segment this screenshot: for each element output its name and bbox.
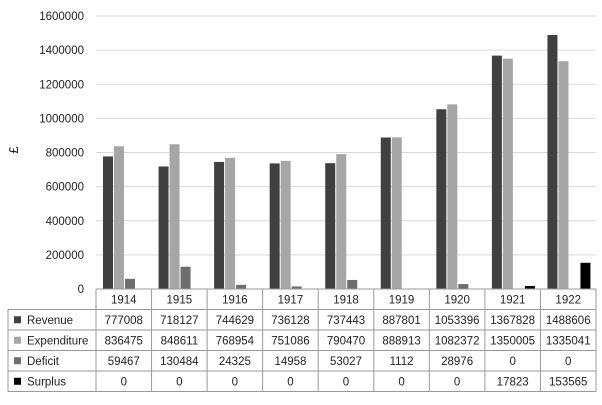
table-cell: 53027 [330,356,362,368]
table-cell: 0 [176,376,182,388]
table-cell: 1488606 [546,315,591,327]
table-cell: 153565 [549,376,587,388]
table-cell: 790470 [327,335,365,347]
table-cell: 59467 [108,356,140,368]
x-tick-label: 1915 [167,294,193,306]
x-tick-label: 1922 [555,294,581,306]
y-tick-label: 0 [78,284,84,296]
table-cell: 1367828 [490,315,535,327]
bar-deficit-1916 [236,285,246,289]
bar-expenditure-1919 [392,137,402,289]
y-tick-label: 800000 [46,148,84,160]
table-cell: 744629 [216,315,254,327]
table-cell: 0 [398,376,404,388]
table-cell: 1335041 [546,335,591,347]
legend-label: Revenue [27,315,73,327]
bars [103,35,590,289]
y-tick-label: 200000 [46,250,84,262]
bar-revenue-1919 [381,138,391,289]
table-cell: 848611 [161,335,199,347]
table-cell: 1053396 [435,315,480,327]
x-tick-label: 1914 [111,294,137,306]
legend-key-deficit [14,357,21,364]
bar-expenditure-1918 [336,154,346,289]
data-table: 1914 1915 1916 1917 1918 1919 1920 1921 1922 Reve… [8,289,596,392]
table-cell: 1082372 [435,335,480,347]
bar-deficit-1914 [125,279,135,289]
bar-revenue-1922 [547,35,557,289]
table-cell: 1350005 [490,335,535,347]
table-cell: 887801 [382,315,420,327]
table-cell: 836475 [105,335,143,347]
legend-key-expenditure [14,337,21,344]
table-cell: 777008 [105,315,143,327]
x-tick-label: 1918 [333,294,359,306]
table-cell: 0 [232,376,238,388]
bar-expenditure-1917 [281,161,291,289]
legend-label: Expenditure [27,335,88,347]
bar-expenditure-1921 [503,59,513,289]
table-cell: 736128 [271,315,309,327]
bar-revenue-1920 [436,109,446,289]
table-cell: 0 [565,356,571,368]
table-cell: 0 [343,376,349,388]
table-cell: 0 [287,376,293,388]
bar-revenue-1917 [270,163,280,289]
table-cell: 1112 [390,356,414,368]
bar-deficit-1915 [181,267,191,289]
table-cell: 28976 [441,356,473,368]
bar-expenditure-1914 [114,146,124,289]
y-tick-label: 1200000 [39,79,84,91]
table-cell: 718127 [160,315,198,327]
table-cell: 0 [454,376,460,388]
bar-expenditure-1915 [170,144,180,289]
table-cell: 888913 [382,335,420,347]
bar-revenue-1916 [214,162,224,289]
table-cell: 737443 [327,315,365,327]
table-cell: 17823 [497,376,529,388]
x-tick-label: 1919 [389,294,415,306]
bar-deficit-1918 [347,280,357,289]
table-cell: 130484 [160,356,199,368]
bar-revenue-1921 [492,56,502,289]
x-tick-label: 1916 [222,294,248,306]
bar-expenditure-1922 [558,61,568,289]
x-tick-label: 1921 [500,294,526,306]
legend-key-surplus [14,378,21,385]
bar-revenue-1915 [159,166,169,289]
bar-deficit-1920 [458,284,468,289]
legend-key-revenue [14,316,21,323]
y-axis-label: £ [6,146,21,154]
table-cell: 0 [121,376,127,388]
y-tick-label: 400000 [46,216,84,228]
y-axis: 0 200000 400000 600000 800000 1000000 1200000 1… [39,11,84,296]
table-cell: 768954 [216,335,255,347]
y-tick-label: 1400000 [39,45,84,57]
bar-expenditure-1920 [447,104,457,289]
bar-revenue-1918 [325,163,335,289]
x-tick-label: 1920 [444,294,470,306]
y-tick-label: 1000000 [39,113,84,125]
y-tick-label: 1600000 [39,11,84,23]
y-tick-label: 600000 [46,182,84,194]
x-tick-label: 1917 [278,294,304,306]
bar-revenue-1914 [103,156,113,289]
table-cell: 14958 [274,356,306,368]
legend-label: Deficit [27,356,60,368]
bar-surplus-1922 [580,263,590,289]
table-cell: 0 [509,356,515,368]
legend-label: Surplus [27,376,66,388]
table-cell: 751086 [271,335,309,347]
table-cell: 24325 [219,356,251,368]
bar-expenditure-1916 [225,158,235,289]
